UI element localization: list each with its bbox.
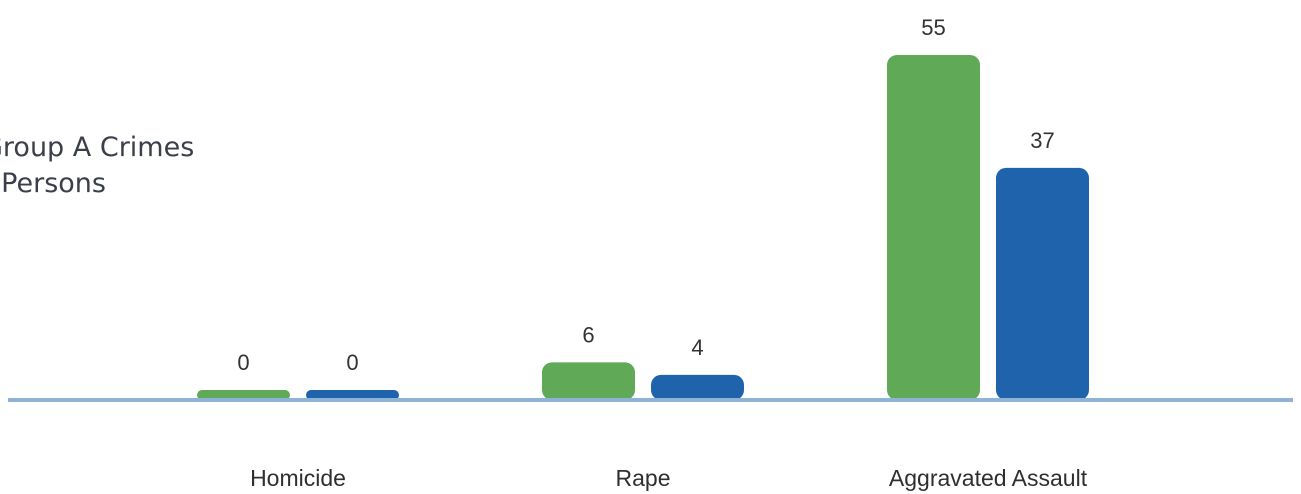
category-labels-group: Homicide Rape Aggravated Assault xyxy=(250,465,1088,491)
chart-title-line-2: t Persons xyxy=(0,168,106,199)
category-label-homicide: Homicide xyxy=(250,465,346,491)
value-labels-group: 0 0 6 4 55 37 xyxy=(237,15,1054,375)
bar-rape-series-1 xyxy=(542,362,635,400)
bar-homicide-series-1 xyxy=(197,390,290,400)
bar-aggravated-assault-series-1 xyxy=(887,55,980,400)
value-label-aggravated-assault-series-2: 37 xyxy=(1030,128,1054,153)
value-label-rape-series-1: 6 xyxy=(582,322,594,347)
value-label-homicide-series-1: 0 xyxy=(237,350,249,375)
category-label-aggravated-assault: Aggravated Assault xyxy=(889,465,1088,491)
value-label-aggravated-assault-series-1: 55 xyxy=(921,15,945,40)
bars-group xyxy=(197,55,1089,400)
value-label-rape-series-2: 4 xyxy=(691,335,703,360)
value-label-homicide-series-2: 0 xyxy=(346,350,358,375)
bar-rape-series-2 xyxy=(651,374,744,400)
bar-homicide-series-2 xyxy=(306,390,399,400)
category-label-rape: Rape xyxy=(616,465,671,491)
chart-title-line-1: Group A Crimes xyxy=(0,132,195,163)
bar-aggravated-assault-series-2 xyxy=(996,167,1089,400)
chart-title: Group A Crimes t Persons xyxy=(0,130,194,202)
